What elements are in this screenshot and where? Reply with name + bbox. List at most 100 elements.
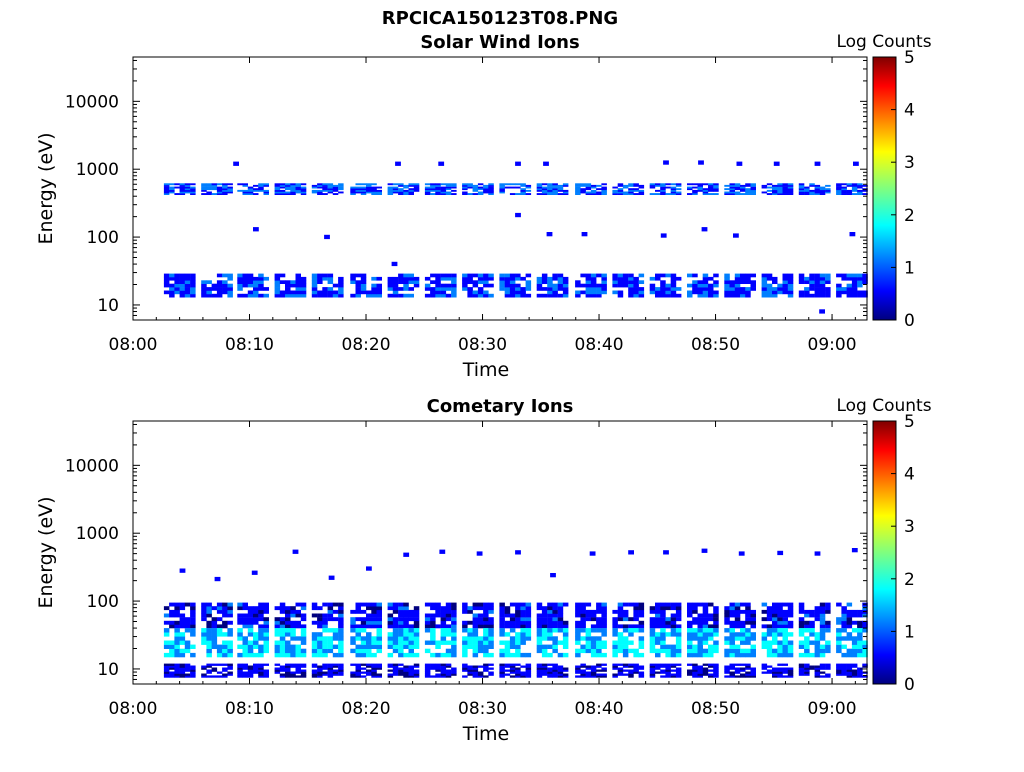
heatmap-cell <box>184 667 191 670</box>
heatmap-cell <box>366 673 372 676</box>
heatmap-cell <box>612 189 618 192</box>
heatmap-cell <box>580 671 586 674</box>
heatmap-cell <box>398 652 404 658</box>
heatmap-cell <box>575 602 581 607</box>
heatmap-cell <box>612 609 618 614</box>
heatmap-cell <box>332 628 339 633</box>
heatmap-cell <box>536 189 543 192</box>
heatmap-cell <box>761 665 768 668</box>
heatmap-cell <box>841 276 847 281</box>
heatmap-cell <box>745 652 751 658</box>
heatmap-cell <box>398 667 404 670</box>
heatmap-cell <box>387 183 394 186</box>
heatmap-cell <box>536 675 543 678</box>
heatmap-cell <box>782 189 788 192</box>
heatmap-cell <box>546 232 553 237</box>
heatmap-cell <box>761 671 768 674</box>
heatmap-cell <box>772 617 778 622</box>
heatmap-cell <box>440 620 447 625</box>
heatmap-cell <box>846 293 853 298</box>
heatmap-cell <box>408 617 414 622</box>
heatmap-cell <box>740 287 746 291</box>
heatmap-cell <box>206 609 212 614</box>
heatmap-cell <box>515 602 521 607</box>
heatmap-cell <box>713 186 719 189</box>
heatmap-cell <box>366 636 372 641</box>
heatmap-cell <box>504 644 511 649</box>
heatmap-cell <box>392 617 399 622</box>
heatmap-cell <box>211 667 218 670</box>
heatmap-cell <box>777 287 783 291</box>
heatmap-cell <box>633 613 639 618</box>
heatmap-cell <box>216 273 223 278</box>
heatmap-cell <box>520 293 526 298</box>
heatmap-cell <box>237 287 243 291</box>
heatmap-cell <box>322 640 328 645</box>
heatmap-cell <box>440 186 447 189</box>
heatmap-cell <box>174 644 180 649</box>
heatmap-cell <box>488 624 494 629</box>
heatmap-cell <box>350 193 356 195</box>
heatmap-cell <box>322 617 328 622</box>
heatmap-cell <box>451 652 457 658</box>
heatmap-cell <box>857 283 863 288</box>
heatmap-cell <box>846 184 853 187</box>
heatmap-cell <box>857 184 863 187</box>
heatmap-cell <box>547 188 553 191</box>
heatmap-cell <box>766 671 773 674</box>
heatmap-cell <box>798 290 805 295</box>
heatmap-cell <box>467 669 473 672</box>
heatmap-cell <box>472 189 479 192</box>
heatmap-cell <box>227 183 233 186</box>
heatmap-cell <box>285 184 291 187</box>
heatmap-cell <box>596 287 602 291</box>
heatmap-cell <box>525 186 532 189</box>
heatmap-cell <box>761 663 768 666</box>
heatmap-cell <box>729 632 735 637</box>
heatmap-cell <box>745 648 751 654</box>
heatmap-cell <box>851 663 858 666</box>
heatmap-cell <box>190 665 196 668</box>
heatmap-cell <box>263 617 269 622</box>
heatmap-cell <box>253 189 259 192</box>
heatmap-cell <box>649 663 656 666</box>
heatmap-cell <box>360 628 367 633</box>
heatmap-cell <box>557 186 564 189</box>
heatmap-cell <box>541 617 548 622</box>
heatmap-cell <box>285 191 291 194</box>
heatmap-cell <box>734 290 741 295</box>
heatmap-cell <box>327 290 334 295</box>
heatmap-cell <box>622 636 629 641</box>
heatmap-cell <box>332 186 339 189</box>
heatmap-cell <box>777 617 783 622</box>
heatmap-cell <box>541 183 548 186</box>
heatmap-cell <box>211 636 218 641</box>
heatmap-cell <box>702 276 709 281</box>
heatmap-cell <box>311 632 318 637</box>
heatmap-cell <box>392 602 399 607</box>
heatmap-cell <box>317 640 323 645</box>
heatmap-cell <box>237 183 243 186</box>
heatmap-cell <box>285 663 291 666</box>
heatmap-cell <box>279 602 286 607</box>
heatmap-cell <box>295 280 301 284</box>
x-tick-label: 08:00 <box>109 699 158 719</box>
heatmap-cell <box>274 193 281 195</box>
heatmap-cell <box>557 671 564 674</box>
heatmap-cell <box>163 652 170 658</box>
heatmap-cell <box>814 276 821 281</box>
heatmap-cell <box>772 191 778 194</box>
heatmap-cell <box>317 273 323 278</box>
heatmap-cell <box>825 628 831 633</box>
heatmap-cell <box>435 293 441 298</box>
heatmap-cell <box>787 606 794 611</box>
heatmap-cell <box>376 287 382 291</box>
heatmap-cell <box>617 613 624 618</box>
heatmap-cell <box>734 620 741 625</box>
heatmap-cell <box>649 183 656 186</box>
heatmap-cell <box>814 290 821 295</box>
heatmap-cell <box>846 624 853 629</box>
heatmap-cell <box>660 293 666 298</box>
heatmap-cell <box>734 669 741 672</box>
heatmap-cell <box>440 189 447 192</box>
